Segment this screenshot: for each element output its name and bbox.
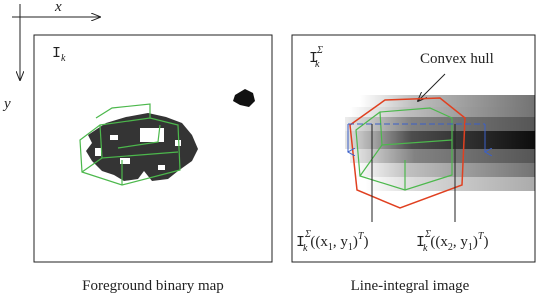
figure: x y Ik Foreground binary map IΣk Convex … xyxy=(0,0,539,300)
f-part: ((x xyxy=(430,234,448,250)
f-sub: k xyxy=(303,243,308,254)
left-label: Ik xyxy=(52,45,66,64)
f-part: ((x xyxy=(310,234,328,250)
right-caption: Line-integral image xyxy=(351,278,470,294)
integral-stripes xyxy=(345,95,535,191)
label-base: I xyxy=(52,45,61,62)
y-label: y xyxy=(2,96,11,112)
f-part: , y xyxy=(333,234,349,250)
label-sup: Σ xyxy=(316,45,323,56)
label-sub: k xyxy=(315,59,320,70)
f-sub: k xyxy=(423,243,428,254)
f-part: ) xyxy=(363,234,368,250)
axes xyxy=(12,4,100,80)
left-caption: Foreground binary map xyxy=(82,278,224,294)
x-label: x xyxy=(54,0,62,15)
label-sub: k xyxy=(61,53,66,64)
convex-hull-label: Convex hull xyxy=(420,51,494,67)
f-part: ) xyxy=(483,234,488,250)
f-part: , y xyxy=(453,234,469,250)
